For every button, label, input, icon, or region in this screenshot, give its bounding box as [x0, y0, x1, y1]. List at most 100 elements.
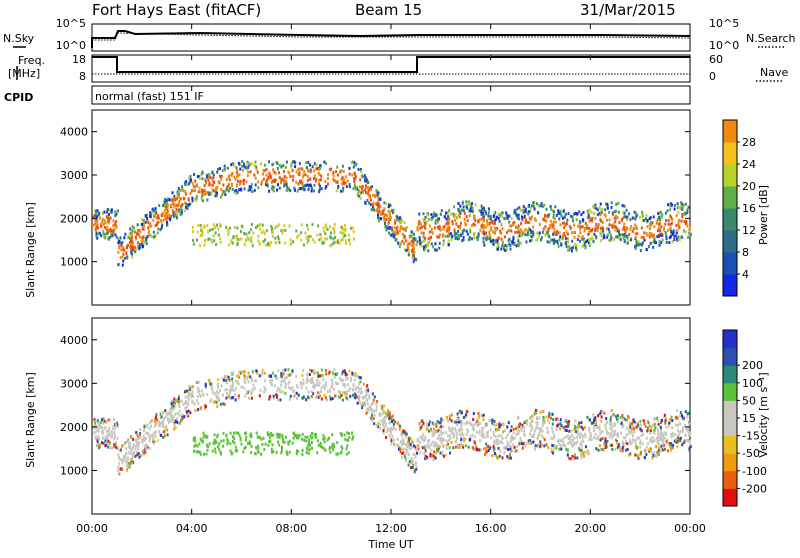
echo-cell: [595, 436, 598, 440]
echo-cell: [331, 242, 334, 246]
echo-cell: [684, 410, 687, 414]
echo-cell: [512, 428, 515, 432]
echo-cell: [99, 443, 102, 447]
echo-cell: [333, 445, 336, 449]
echo-cell: [377, 219, 380, 223]
echo-cell: [356, 185, 359, 189]
echo-cell: [344, 437, 347, 441]
echo-cell: [163, 417, 166, 421]
echo-cell: [455, 437, 458, 441]
echo-cell: [486, 422, 489, 426]
echo-cell: [307, 390, 310, 394]
echo-cell: [394, 420, 397, 424]
echo-cell: [528, 221, 531, 225]
echo-cell: [402, 242, 405, 246]
echo-cell: [288, 187, 291, 191]
echo-cell: [234, 445, 237, 449]
echo-cell: [259, 227, 262, 231]
echo-cell: [576, 436, 579, 440]
echo-cell: [156, 223, 159, 227]
echo-cell: [393, 235, 396, 239]
echo-cell: [541, 434, 544, 438]
echo-cell: [225, 381, 228, 385]
echo-cell: [454, 426, 457, 430]
echo-cell: [553, 216, 556, 220]
echo-cell: [160, 433, 163, 437]
echo-cell: [191, 389, 194, 393]
echo-cell: [458, 226, 461, 230]
echo-cell: [603, 236, 606, 240]
echo-cell: [309, 368, 312, 372]
echo-cell: [348, 432, 351, 436]
echo-cell: [277, 223, 280, 227]
echo-cell: [555, 427, 558, 431]
echo-cell: [339, 432, 342, 436]
echo-cell: [414, 445, 417, 449]
echo-cell: [383, 410, 386, 414]
echo-cell: [317, 395, 320, 399]
echo-cell: [282, 164, 285, 168]
echo-cell: [266, 184, 269, 188]
echo-cell: [166, 428, 169, 432]
echo-cell: [380, 217, 383, 221]
echo-cell: [611, 425, 614, 429]
power-ytick-label: 1000: [60, 256, 88, 269]
echo-cell: [319, 444, 322, 448]
echo-cell: [506, 425, 509, 429]
echo-cell: [600, 239, 603, 243]
echo-cell: [187, 395, 190, 399]
echo-cell: [420, 435, 423, 439]
echo-cell: [460, 438, 463, 442]
echo-cell: [503, 445, 506, 449]
echo-cell: [587, 241, 590, 245]
echo-cell: [232, 371, 235, 375]
echo-cell: [118, 244, 121, 248]
echo-cell: [637, 424, 640, 428]
echo-cell: [354, 372, 357, 376]
freq-left-tick-top: 18: [72, 53, 86, 66]
echo-cell: [659, 446, 662, 450]
echo-cell: [181, 185, 184, 189]
echo-cell: [141, 218, 144, 222]
echo-cell: [461, 231, 464, 235]
echo-cell: [155, 210, 158, 214]
echo-cell: [548, 213, 551, 217]
echo-cell: [281, 390, 284, 394]
echo-cell: [456, 443, 459, 447]
echo-cell: [510, 429, 513, 433]
echo-cell: [433, 430, 436, 434]
echo-cell: [317, 374, 320, 378]
echo-cell: [492, 214, 495, 218]
echo-cell: [506, 455, 509, 459]
echo-cell: [481, 211, 484, 215]
echo-cell: [503, 451, 506, 455]
echo-cell: [434, 213, 437, 217]
echo-cell: [375, 424, 378, 428]
echo-cell: [170, 417, 173, 421]
echo-cell: [104, 439, 107, 443]
echo-cell: [391, 210, 394, 214]
echo-cell: [353, 372, 356, 376]
echo-cell: [216, 382, 219, 386]
echo-cell: [666, 449, 669, 453]
echo-cell: [368, 396, 371, 400]
echo-cell: [532, 231, 535, 235]
echo-cell: [312, 169, 315, 173]
echo-cell: [619, 416, 622, 420]
echo-cell: [641, 210, 644, 214]
echo-cell: [594, 203, 597, 207]
echo-cell: [326, 237, 329, 241]
echo-cell: [118, 472, 121, 476]
echo-cell: [387, 205, 390, 209]
echo-cell: [500, 213, 503, 217]
echo-cell: [388, 212, 391, 216]
echo-cell: [427, 439, 430, 443]
echo-cell: [395, 228, 398, 232]
echo-cell: [226, 228, 229, 232]
echo-cell: [152, 209, 155, 213]
echo-cell: [616, 227, 619, 231]
echo-cell: [125, 452, 128, 456]
echo-cell: [322, 437, 325, 441]
echo-cell: [434, 248, 437, 252]
echo-cell: [635, 240, 638, 244]
